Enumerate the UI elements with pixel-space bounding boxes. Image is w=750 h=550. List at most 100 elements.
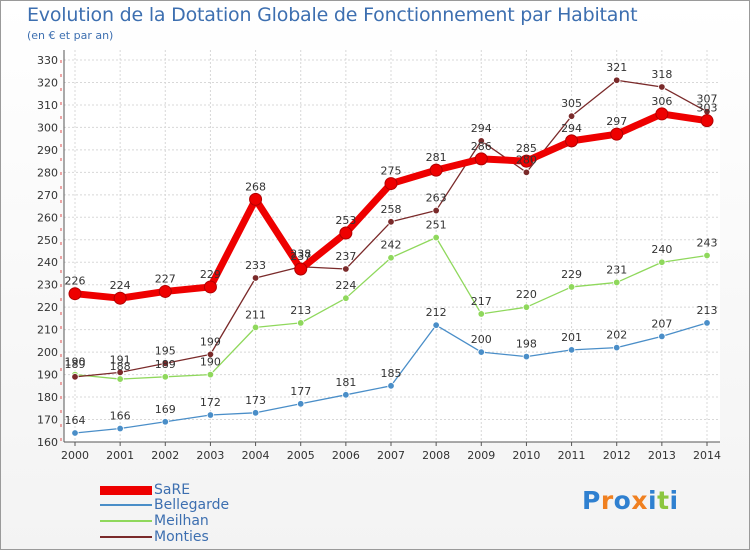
data-label-monties: 307 [697, 93, 718, 106]
data-label-sare: 281 [426, 151, 447, 164]
y-tick-label: 260 [37, 211, 58, 224]
data-point-meilhan [297, 319, 305, 327]
y-tick-label: 160 [37, 436, 58, 449]
y-tick-label: 180 [37, 391, 58, 404]
chart-subtitle: (en € et par an) [27, 29, 114, 42]
data-point-monties [522, 168, 531, 177]
y-tick-label: 170 [37, 414, 58, 427]
data-label-monties: 195 [155, 344, 176, 357]
data-point-monties [342, 265, 350, 273]
brand-letter: i [648, 486, 658, 515]
data-point-monties [71, 373, 79, 381]
legend-swatch-meilhan [100, 520, 152, 522]
data-point-sare [474, 152, 488, 166]
x-tick-label: 2006 [332, 449, 360, 462]
x-tick-label: 2012 [603, 449, 631, 462]
data-point-meilhan [432, 233, 440, 242]
data-point-meilhan [251, 323, 260, 332]
data-label-bellegarde: 185 [381, 367, 402, 380]
data-label-meilhan: 213 [290, 304, 311, 317]
y-tick-label: 270 [37, 189, 58, 202]
legend-swatch-sare [100, 486, 152, 495]
data-point-bellegarde [206, 411, 215, 419]
data-label-meilhan: 189 [155, 358, 176, 371]
data-label-sare: 229 [200, 268, 221, 281]
data-label-meilhan: 240 [651, 243, 672, 256]
data-label-sare: 294 [561, 122, 582, 135]
data-point-bellegarde [251, 409, 260, 417]
y-tick-label: 280 [37, 166, 58, 179]
y-tick-label: 200 [37, 346, 58, 359]
data-label-sare: 224 [110, 279, 131, 292]
data-point-meilhan [206, 370, 215, 379]
data-label-bellegarde: 173 [245, 394, 266, 407]
x-tick-label: 2009 [467, 449, 495, 462]
data-label-bellegarde: 181 [335, 376, 356, 389]
data-label-bellegarde: 200 [471, 333, 492, 346]
data-point-monties [613, 76, 621, 84]
data-point-sare [294, 262, 308, 276]
x-tick-label: 2002 [151, 449, 179, 462]
data-point-bellegarde [116, 424, 124, 433]
legend-item-monties: Monties [100, 529, 300, 545]
data-point-monties [161, 359, 169, 368]
data-point-meilhan [387, 254, 395, 262]
y-tick-label: 290 [37, 144, 58, 157]
data-point-bellegarde [703, 319, 711, 327]
legend-item-meilhan: Meilhan [100, 513, 300, 529]
data-point-sare [113, 291, 127, 305]
x-tick-label: 2000 [61, 449, 89, 462]
y-tick-label: 320 [37, 76, 58, 89]
data-point-sare [565, 134, 579, 148]
data-label-bellegarde: 207 [651, 317, 672, 330]
data-point-sare [655, 107, 669, 121]
data-label-meilhan: 224 [335, 279, 356, 292]
data-label-meilhan: 190 [65, 356, 86, 369]
y-tick-label: 250 [37, 234, 58, 247]
data-point-meilhan [522, 303, 531, 311]
data-point-monties [477, 137, 485, 145]
data-point-sare [68, 287, 82, 301]
brand-letter: i [669, 486, 679, 515]
data-point-meilhan [703, 251, 711, 260]
data-point-bellegarde [71, 429, 79, 437]
data-label-bellegarde: 164 [65, 414, 86, 427]
y-tick-label: 190 [37, 369, 58, 382]
data-label-monties: 199 [200, 335, 221, 348]
y-tick-label: 210 [37, 324, 58, 337]
data-label-sare: 237 [290, 250, 311, 263]
data-label-sare: 268 [245, 180, 266, 193]
legend-item-sare: SaRE [100, 482, 300, 498]
data-label-bellegarde: 172 [200, 396, 221, 409]
data-point-sare [610, 127, 624, 141]
data-label-meilhan: 243 [697, 236, 718, 249]
data-label-monties: 321 [606, 61, 627, 74]
data-label-bellegarde: 212 [426, 306, 447, 319]
data-label-monties: 305 [561, 97, 582, 110]
brand-logo: Proxiti [582, 486, 679, 515]
data-label-meilhan: 188 [110, 360, 131, 373]
brand-letter: P [582, 486, 601, 515]
data-point-monties [206, 350, 215, 359]
data-label-bellegarde: 166 [110, 410, 131, 423]
legend-label-meilhan: Meilhan [154, 513, 209, 529]
x-tick-label: 2013 [648, 449, 676, 462]
data-point-sare [203, 280, 217, 294]
y-tick-label: 310 [37, 99, 58, 112]
brand-letter: x [631, 486, 648, 515]
x-tick-label: 2014 [693, 449, 721, 462]
data-label-bellegarde: 177 [290, 385, 311, 398]
data-label-monties: 263 [426, 192, 447, 205]
data-point-monties [251, 274, 260, 282]
x-tick-label: 2010 [512, 449, 540, 462]
data-label-monties: 191 [110, 353, 131, 366]
data-point-meilhan [658, 258, 666, 266]
data-point-monties [432, 206, 440, 215]
data-point-bellegarde [161, 418, 169, 426]
x-tick-label: 2003 [196, 449, 224, 462]
y-tick-label: 240 [37, 256, 58, 269]
data-point-meilhan [613, 278, 621, 287]
data-label-meilhan: 231 [606, 263, 627, 276]
data-point-bellegarde [297, 400, 305, 408]
data-point-meilhan [342, 294, 350, 302]
